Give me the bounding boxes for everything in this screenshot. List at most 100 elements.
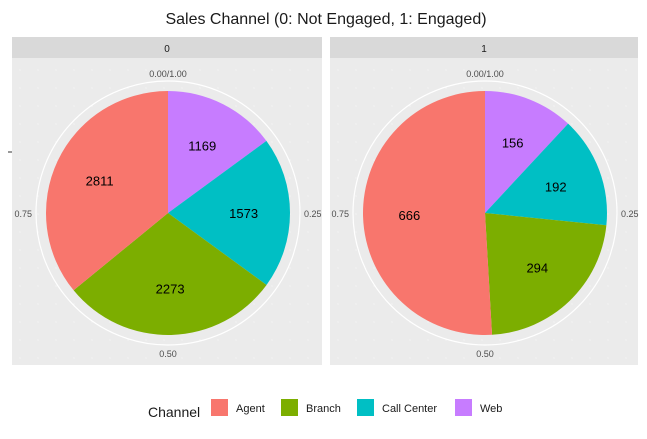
grid-dot [391,69,393,71]
grid-dot [289,267,291,269]
grid-dot [19,159,21,161]
facet-strip [330,37,638,58]
facet-panel-1: 1 156 192 294 666 0.00/1.00 0.25 0.50 0.75 [330,37,639,365]
grid-dot [307,177,309,179]
grid-dot [109,357,111,359]
grid-dot [337,213,339,215]
grid-dot [373,105,375,107]
grid-dot [517,69,519,71]
grid-dot [37,213,39,215]
polar-grid-circle [352,80,618,346]
grid-dot [145,357,147,359]
grid-dot [217,339,219,341]
grid-dot [625,321,627,323]
grid-dot [307,339,309,341]
facet-strip [12,37,322,58]
grid-dot [163,87,165,89]
grid-dot [271,357,273,359]
grid-dot [625,249,627,251]
grid-dot [337,105,339,107]
data-label-web: 156 [502,136,524,151]
grid-dot [607,213,609,215]
grid-dot [127,339,129,341]
grid-dot [625,177,627,179]
grid-dot [271,141,273,143]
grid-dot [37,267,39,269]
grid-dot [19,177,21,179]
grid-dot [307,357,309,359]
grid-dot [109,87,111,89]
grid-dot [19,105,21,107]
grid-dot [127,357,129,359]
facet-panel-0: 0 1169 1573 2273 2811 0.00/1.00 0.25 0.50 0.75 [12,37,322,365]
grid-dot [499,357,501,359]
grid-dot [55,123,57,125]
grid-dot [337,303,339,305]
pie-slice-web [485,91,569,213]
grid-dot [517,357,519,359]
grid-dot [409,105,411,107]
grid-dot [307,141,309,143]
polar-grid-circle [35,80,301,346]
grid-dot [73,321,75,323]
grid-dot [19,213,21,215]
grid-dot [37,357,39,359]
grid-dot [19,267,21,269]
grid-dot [235,357,237,359]
grid-dot [337,159,339,161]
grid-dot [289,87,291,89]
grid-dot [499,87,501,89]
grid-dot [253,69,255,71]
chart-title: Sales Channel (0: Not Engaged, 1: Engage… [165,11,486,28]
grid-dot [607,177,609,179]
grid-dot [625,339,627,341]
grid-dot [589,87,591,89]
grid-dot [355,177,357,179]
grid-dot [253,105,255,107]
facet-strip-label: 1 [481,44,487,55]
grid-dot [463,87,465,89]
grid-dot [289,195,291,197]
grid-dot [625,105,627,107]
tick-label: 0.00/1.00 [149,69,187,79]
legend-key-branch [281,399,298,416]
grid-dot [607,339,609,341]
grid-dot [289,303,291,305]
legend-title: Channel [148,404,200,420]
tick-label: 0.00/1.00 [466,69,504,79]
tick-label: 0.25 [304,209,322,219]
grid-dot [37,141,39,143]
grid-dot [37,285,39,287]
grid-dot [607,123,609,125]
grid-dot [289,105,291,107]
grid-dot [307,249,309,251]
grid-dot [181,357,183,359]
grid-dot [373,357,375,359]
grid-dot [271,303,273,305]
grid-dot [217,69,219,71]
grid-dot [481,357,483,359]
grid-dot [91,339,93,341]
grid-dot [355,87,357,89]
grid-dot [427,357,429,359]
grid-dot [355,141,357,143]
pie-slice-agent [362,91,493,336]
grid-dot [127,69,129,71]
grid-dot [553,321,555,323]
grid-dot [271,69,273,71]
grid-dot [391,87,393,89]
grid-dot [355,123,357,125]
grid-dot [145,69,147,71]
grid-dot [337,321,339,323]
pie-slice-web [168,91,267,213]
grid-dot [289,141,291,143]
grid-dot [355,303,357,305]
grid-dot [607,141,609,143]
grid-dot [427,87,429,89]
grid-dot [337,87,339,89]
grid-dot [355,69,357,71]
data-label-web: 1169 [188,139,216,154]
grid-dot [355,357,357,359]
tick-label: 0.50 [159,349,177,359]
grid-dot [355,321,357,323]
